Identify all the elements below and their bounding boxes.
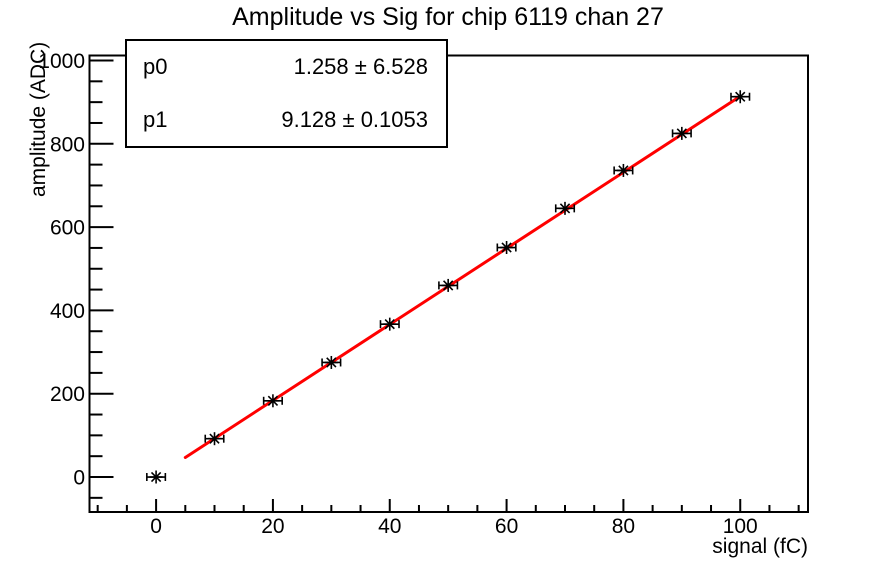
data-point-marker (379, 317, 400, 331)
y-axis-ticks (89, 59, 114, 499)
data-point-marker (613, 163, 634, 177)
x-tick-label: 80 (612, 515, 635, 538)
y-tick-label: 600 (50, 217, 85, 240)
chart-title: Amplitude vs Sig for chip 6119 chan 27 (232, 3, 664, 31)
data-point-marker (554, 201, 576, 215)
y-tick-label: 800 (50, 133, 85, 156)
data-point-marker (438, 278, 459, 292)
x-tick-label: 100 (723, 515, 758, 538)
param-name-p1: p1 (143, 106, 168, 132)
data-point-marker (146, 470, 167, 484)
data-point-marker (204, 432, 225, 446)
param-name-p0: p0 (143, 54, 168, 80)
param-value-p1: 9.128 ± 0.1053 (281, 106, 428, 132)
fit-stats-box: p0 1.258 ± 6.528 p1 9.128 ± 0.1053 (125, 39, 448, 148)
stats-row-p0: p0 1.258 ± 6.528 (127, 54, 446, 80)
x-tick-label: 40 (378, 515, 401, 538)
y-axis-title: amplitude (ADC) (27, 41, 50, 197)
x-axis-ticks (96, 499, 800, 512)
x-axis-title: signal (fC) (712, 535, 808, 558)
x-tick-label: 0 (150, 515, 162, 538)
data-point-marker (262, 394, 283, 408)
y-tick-label: 200 (50, 383, 85, 406)
y-tick-label: 1000 (38, 50, 85, 73)
y-tick-label: 400 (50, 300, 85, 323)
plot-frame (88, 54, 809, 513)
x-tick-label: 20 (261, 515, 284, 538)
param-value-p0: 1.258 ± 6.528 (293, 54, 428, 80)
data-point-marker (496, 241, 517, 255)
data-point-marker (671, 126, 692, 140)
stats-row-p1: p1 9.128 ± 0.1053 (127, 107, 446, 133)
data-points (146, 90, 751, 484)
fit-line (183, 94, 742, 459)
x-tick-label: 60 (495, 515, 518, 538)
y-tick-label: 0 (73, 467, 85, 490)
data-point-marker (730, 90, 751, 104)
data-point-marker (321, 355, 342, 369)
